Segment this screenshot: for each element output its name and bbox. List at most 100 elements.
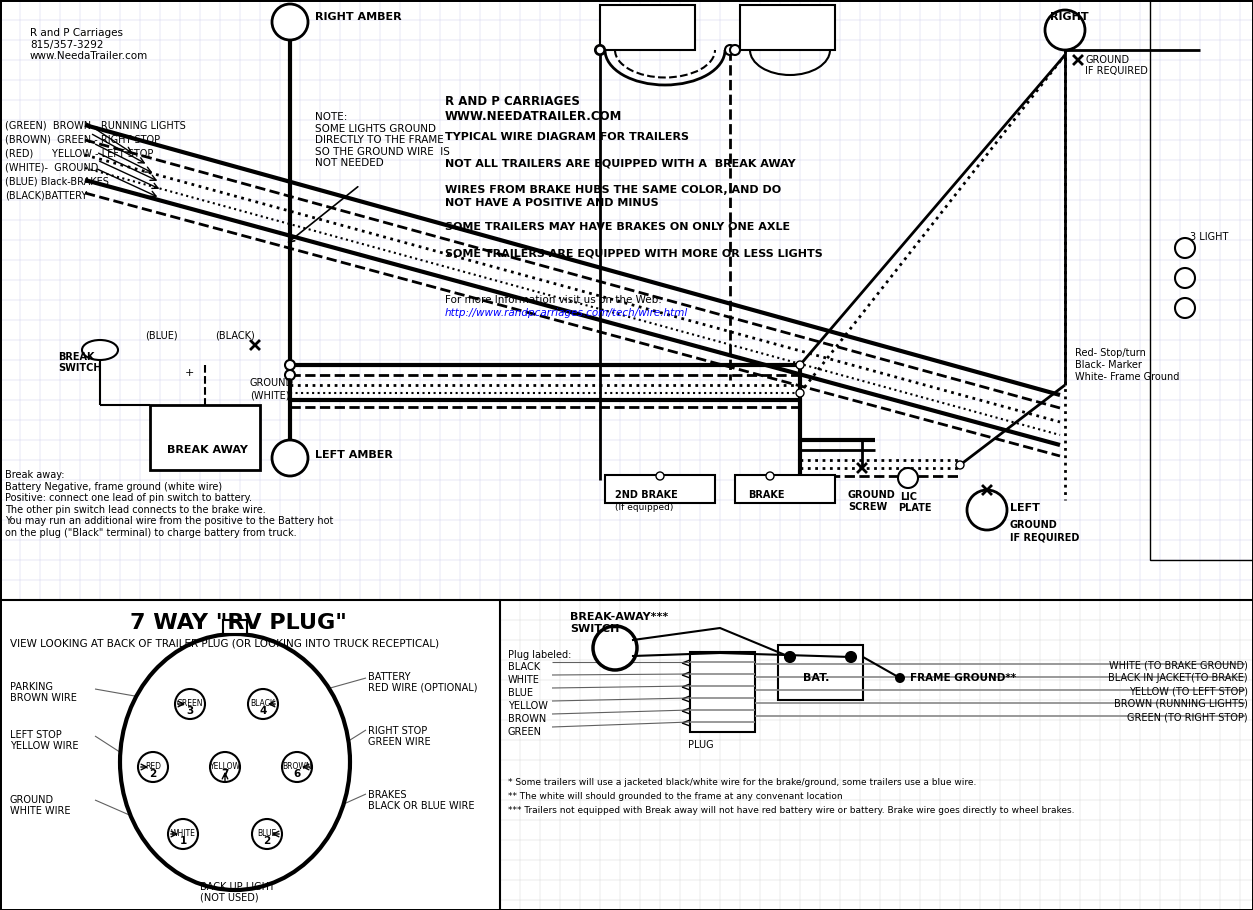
- Circle shape: [593, 626, 637, 670]
- Text: 7 WAY "RV PLUG": 7 WAY "RV PLUG": [130, 613, 347, 633]
- Circle shape: [657, 472, 664, 480]
- Text: 6: 6: [293, 769, 301, 779]
- Text: RIGHT: RIGHT: [1050, 12, 1089, 22]
- Text: (If equipped): (If equipped): [615, 503, 673, 512]
- Circle shape: [1175, 268, 1195, 288]
- Text: BLUE: BLUE: [257, 829, 277, 838]
- Circle shape: [284, 370, 294, 380]
- Text: WHITE: WHITE: [507, 675, 540, 685]
- Text: White- Frame Ground: White- Frame Ground: [1075, 372, 1179, 382]
- Text: SOME TRAILERS ARE EQUIPPED WITH MORE OR LESS LIGHTS: SOME TRAILERS ARE EQUIPPED WITH MORE OR …: [445, 248, 823, 258]
- Text: YELLOW (TO LEFT STOP): YELLOW (TO LEFT STOP): [1129, 686, 1248, 696]
- Text: BREAK: BREAK: [58, 352, 94, 362]
- Text: LIC: LIC: [900, 492, 917, 502]
- Text: Plug labeled:: Plug labeled:: [507, 650, 571, 660]
- Circle shape: [1175, 238, 1195, 258]
- Text: FRAME GROUND**: FRAME GROUND**: [910, 673, 1016, 683]
- Text: GREEN: GREEN: [507, 727, 543, 737]
- Bar: [736, 475, 834, 503]
- Bar: [150, 405, 261, 470]
- Text: (BROWN)  GREEN - RIGHT STOP: (BROWN) GREEN - RIGHT STOP: [5, 134, 160, 144]
- Ellipse shape: [81, 340, 118, 360]
- Text: SWITCH: SWITCH: [58, 363, 101, 373]
- Circle shape: [730, 45, 741, 55]
- Text: RED: RED: [145, 762, 160, 771]
- Text: GROUND: GROUND: [251, 378, 294, 388]
- Text: SOME TRAILERS MAY HAVE BRAKES ON ONLY ONE AXLE: SOME TRAILERS MAY HAVE BRAKES ON ONLY ON…: [445, 222, 791, 232]
- Bar: [1150, 0, 1253, 560]
- Circle shape: [796, 389, 804, 397]
- Text: SCREW: SCREW: [848, 502, 887, 512]
- Circle shape: [595, 45, 605, 55]
- Text: BROWN: BROWN: [282, 762, 312, 771]
- Text: 1: 1: [179, 836, 187, 846]
- Text: BROWN: BROWN: [507, 714, 546, 724]
- Text: R and P Carriages
815/357-3292
www.NeedaTrailer.com: R and P Carriages 815/357-3292 www.Needa…: [30, 28, 148, 61]
- Text: (RED)      YELLOW - LEFT STOP: (RED) YELLOW - LEFT STOP: [5, 148, 153, 158]
- Text: GROUND: GROUND: [10, 795, 54, 805]
- Circle shape: [272, 4, 308, 40]
- Text: IF REQUIRED: IF REQUIRED: [1010, 532, 1079, 542]
- Text: BRAKES: BRAKES: [368, 790, 406, 800]
- Text: LEFT AMBER: LEFT AMBER: [315, 450, 393, 460]
- Text: BACK UP LIGHT: BACK UP LIGHT: [200, 882, 274, 892]
- Text: BREAK-AWAY***: BREAK-AWAY***: [570, 612, 668, 622]
- Bar: [605, 475, 715, 503]
- Text: 2: 2: [263, 836, 271, 846]
- Circle shape: [898, 468, 918, 488]
- Text: GROUND: GROUND: [1085, 55, 1129, 65]
- Text: BLUE: BLUE: [507, 688, 533, 698]
- Text: VIEW LOOKING AT BACK OF TRAILER PLUG (OR LOOKING INTO TRUCK RECEPTICAL): VIEW LOOKING AT BACK OF TRAILER PLUG (OR…: [10, 638, 439, 648]
- Circle shape: [784, 652, 794, 662]
- Text: GROUND: GROUND: [848, 490, 896, 500]
- Text: RIGHT AMBER: RIGHT AMBER: [315, 12, 402, 22]
- Text: (BLACK): (BLACK): [216, 330, 254, 340]
- Text: NOT ALL TRAILERS ARE EQUIPPED WITH A  BREAK AWAY: NOT ALL TRAILERS ARE EQUIPPED WITH A BRE…: [445, 158, 796, 168]
- Text: BLACK IN JACKET(TO BRAKE): BLACK IN JACKET(TO BRAKE): [1109, 673, 1248, 683]
- Text: BREAK AWAY: BREAK AWAY: [167, 445, 248, 455]
- Text: YELLOW: YELLOW: [209, 762, 241, 771]
- Circle shape: [175, 689, 205, 719]
- Text: PARKING: PARKING: [10, 682, 53, 692]
- Text: BRAKE: BRAKE: [748, 490, 784, 500]
- Text: IF REQUIRED: IF REQUIRED: [1085, 66, 1148, 76]
- Text: 3 LIGHT: 3 LIGHT: [1190, 232, 1228, 242]
- Text: For more Information visit us on the Web:: For more Information visit us on the Web…: [445, 295, 662, 305]
- Text: WHITE: WHITE: [170, 829, 195, 838]
- Circle shape: [168, 819, 198, 849]
- Text: LEFT STOP: LEFT STOP: [10, 730, 61, 740]
- Text: SWITCH: SWITCH: [570, 624, 619, 634]
- Circle shape: [1045, 10, 1085, 50]
- Text: 3: 3: [187, 706, 194, 716]
- Text: (NOT USED): (NOT USED): [200, 893, 258, 903]
- Text: Red- Stop/turn: Red- Stop/turn: [1075, 348, 1146, 358]
- Text: LEFT: LEFT: [1010, 503, 1040, 513]
- Text: *** Trailers not equipped with Break away will not have red battery wire or batt: *** Trailers not equipped with Break awa…: [507, 806, 1075, 815]
- Text: PLATE: PLATE: [898, 503, 931, 513]
- Bar: [778, 645, 863, 700]
- Circle shape: [895, 673, 905, 683]
- Text: Black- Marker: Black- Marker: [1075, 360, 1141, 370]
- Text: (WHITE): (WHITE): [251, 390, 289, 400]
- Circle shape: [248, 689, 278, 719]
- Text: NOTE:
SOME LIGHTS GROUND
DIRECTLY TO THE FRAME
SO THE GROUND WIRE  IS
NOT NEEDED: NOTE: SOME LIGHTS GROUND DIRECTLY TO THE…: [315, 112, 450, 168]
- Text: (BLUE) Black-BRAKES: (BLUE) Black-BRAKES: [5, 176, 109, 186]
- Text: RED WIRE (OPTIONAL): RED WIRE (OPTIONAL): [368, 683, 477, 693]
- Text: +: +: [783, 650, 793, 663]
- Text: YELLOW: YELLOW: [507, 701, 548, 711]
- Bar: [223, 620, 247, 634]
- Text: BAT.: BAT.: [803, 673, 829, 683]
- Circle shape: [138, 752, 168, 782]
- Circle shape: [956, 461, 964, 469]
- Text: R AND P CARRIAGES
WWW.NEEDATRAILER.COM: R AND P CARRIAGES WWW.NEEDATRAILER.COM: [445, 95, 623, 123]
- Text: (GREEN)  BROWN - RUNNING LIGHTS: (GREEN) BROWN - RUNNING LIGHTS: [5, 120, 185, 130]
- Text: ** The white will should grounded to the frame at any convenant location: ** The white will should grounded to the…: [507, 792, 842, 801]
- Text: 4: 4: [259, 706, 267, 716]
- Ellipse shape: [120, 634, 350, 890]
- Text: NOT HAVE A POSITIVE AND MINUS: NOT HAVE A POSITIVE AND MINUS: [445, 198, 659, 208]
- Text: * Some trailers will use a jacketed black/white wire for the brake/ground, some : * Some trailers will use a jacketed blac…: [507, 778, 976, 787]
- Bar: [741, 5, 834, 50]
- Text: RIGHT STOP: RIGHT STOP: [368, 726, 427, 736]
- Circle shape: [252, 819, 282, 849]
- Circle shape: [284, 360, 294, 370]
